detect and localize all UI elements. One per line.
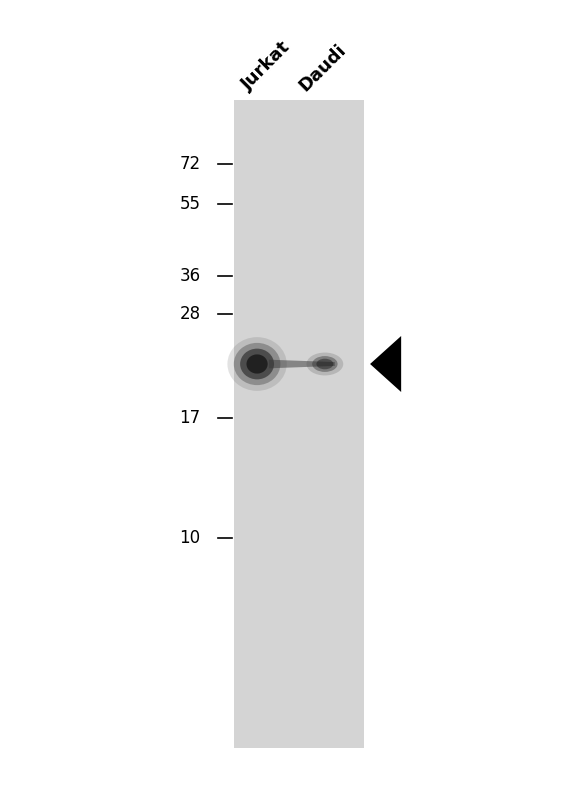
Bar	[234, 100, 364, 748]
Text: 17: 17	[180, 409, 201, 426]
Ellipse shape	[306, 353, 344, 375]
Text: 55: 55	[180, 195, 201, 213]
Ellipse shape	[316, 358, 333, 370]
Text: 36: 36	[180, 267, 201, 285]
Ellipse shape	[227, 337, 287, 391]
Text: 10: 10	[180, 529, 201, 546]
Ellipse shape	[246, 354, 268, 374]
Text: 28: 28	[180, 305, 201, 322]
Ellipse shape	[240, 349, 274, 379]
Text: 72: 72	[180, 155, 201, 173]
Polygon shape	[370, 336, 401, 392]
Text: Daudi: Daudi	[295, 40, 349, 94]
Text: Jurkat: Jurkat	[238, 38, 294, 94]
Ellipse shape	[234, 343, 280, 385]
Polygon shape	[269, 360, 334, 368]
Ellipse shape	[312, 356, 337, 372]
